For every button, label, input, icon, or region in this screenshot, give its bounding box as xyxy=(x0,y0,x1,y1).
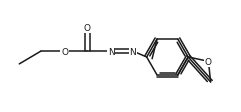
Text: O: O xyxy=(61,47,68,56)
Text: N: N xyxy=(108,47,114,56)
Text: O: O xyxy=(84,24,91,33)
Text: O: O xyxy=(205,57,212,66)
Text: N: N xyxy=(129,47,136,56)
